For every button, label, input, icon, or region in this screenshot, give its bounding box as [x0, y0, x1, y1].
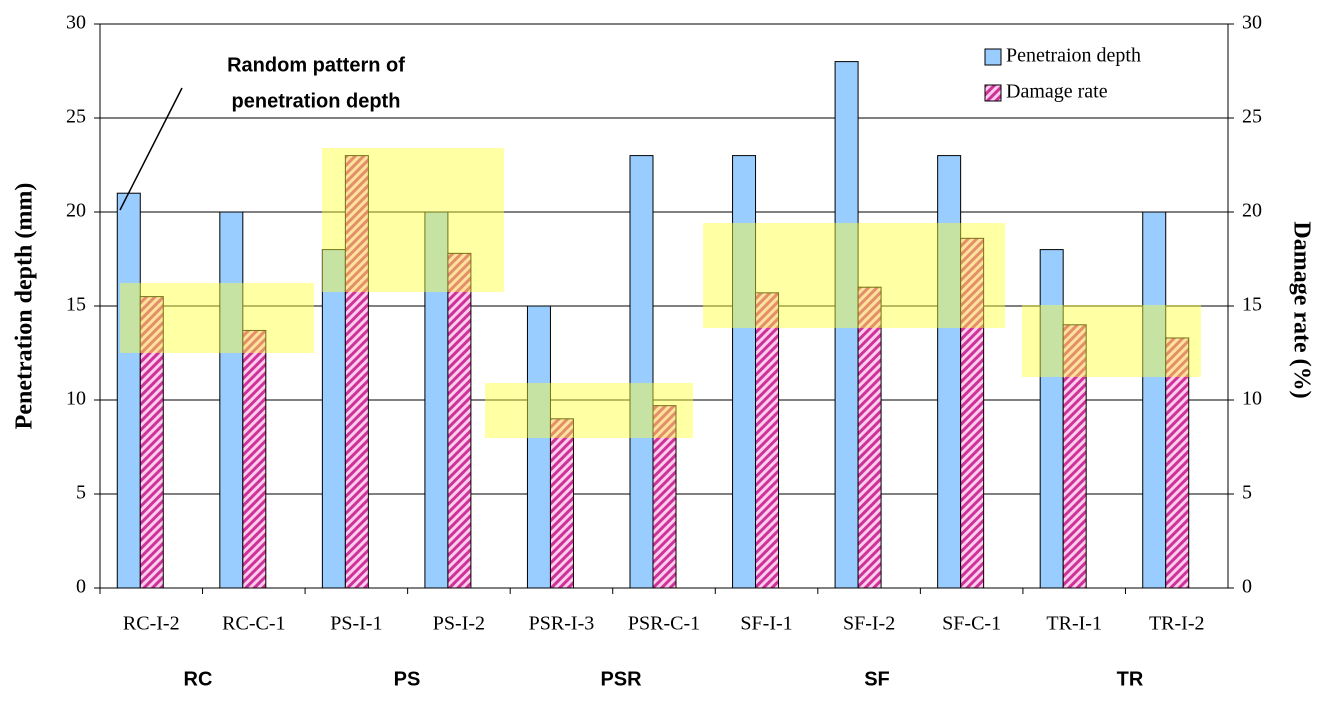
highlights [120, 148, 1201, 438]
bar [857, 286, 882, 589]
highlight [485, 383, 693, 438]
y2-tick-label: 0 [1242, 576, 1252, 598]
legend-swatch [984, 48, 1002, 66]
annotation: Random pattern of [227, 54, 405, 76]
y-tick-label: 20 [66, 200, 86, 222]
y2-tick-label: 5 [1242, 482, 1252, 504]
x-tick-label: TR-I-2 [1149, 613, 1205, 635]
y-tick-label: 0 [76, 576, 86, 598]
y2-tick-label: 10 [1242, 388, 1262, 410]
x-tick-label: TR-I-1 [1046, 613, 1102, 635]
group-label: PSR [600, 668, 642, 690]
bar [219, 211, 244, 589]
highlight [703, 223, 1005, 328]
bar [1039, 249, 1064, 589]
annotation: penetration depth [232, 90, 401, 112]
y-tick-label: 5 [76, 482, 86, 504]
x-tick-label: PSR-C-1 [628, 613, 700, 635]
bar [321, 249, 346, 589]
x-tick-label: RC-I-2 [123, 613, 180, 635]
bar [937, 155, 962, 589]
y-axis-title: Penetration depth (mm) [12, 183, 38, 430]
bar [1142, 211, 1167, 589]
y-tick-label: 25 [66, 106, 86, 128]
x-tick-label: RC-C-1 [222, 613, 285, 635]
legend: Penetraion depth Damage rate [984, 45, 1141, 103]
x-tick-label: SF-C-1 [942, 613, 1001, 635]
bar [242, 329, 267, 589]
legend-label: Penetraion depth [1006, 45, 1141, 67]
legend-swatch [984, 84, 1002, 102]
y2-tick-label: 30 [1242, 12, 1262, 34]
x-tick-label: PS-I-2 [433, 613, 485, 635]
y-tick-label: 30 [66, 12, 86, 34]
y-tick-label: 15 [66, 294, 86, 316]
x-tick-label: PSR-I-3 [529, 613, 595, 635]
x-tick-label: SF-I-2 [843, 613, 895, 635]
highlight [1022, 305, 1201, 377]
y2-tick-label: 20 [1242, 200, 1262, 222]
group-label: RC [184, 668, 213, 690]
annotation-line [119, 87, 183, 211]
bar [447, 252, 472, 589]
group-label: SF [864, 668, 890, 690]
bar [755, 292, 780, 589]
highlight [322, 148, 504, 292]
bar [732, 155, 757, 589]
group-label: TR [1117, 668, 1144, 690]
x-tick-label: SF-I-1 [740, 613, 792, 635]
plot-frame [99, 23, 1229, 589]
bar [629, 155, 654, 589]
bar [116, 192, 141, 589]
y2-axis-title: Damage rate (%) [1288, 221, 1314, 398]
x-tick-label: PS-I-1 [330, 613, 382, 635]
legend-label: Damage rate [1006, 81, 1108, 103]
y2-tick-label: 15 [1242, 294, 1262, 316]
highlight [120, 283, 314, 353]
group-label: PS [394, 668, 421, 690]
bar [549, 418, 574, 589]
y2-tick-label: 25 [1242, 106, 1262, 128]
y-tick-label: 10 [66, 388, 86, 410]
bar [526, 305, 551, 589]
